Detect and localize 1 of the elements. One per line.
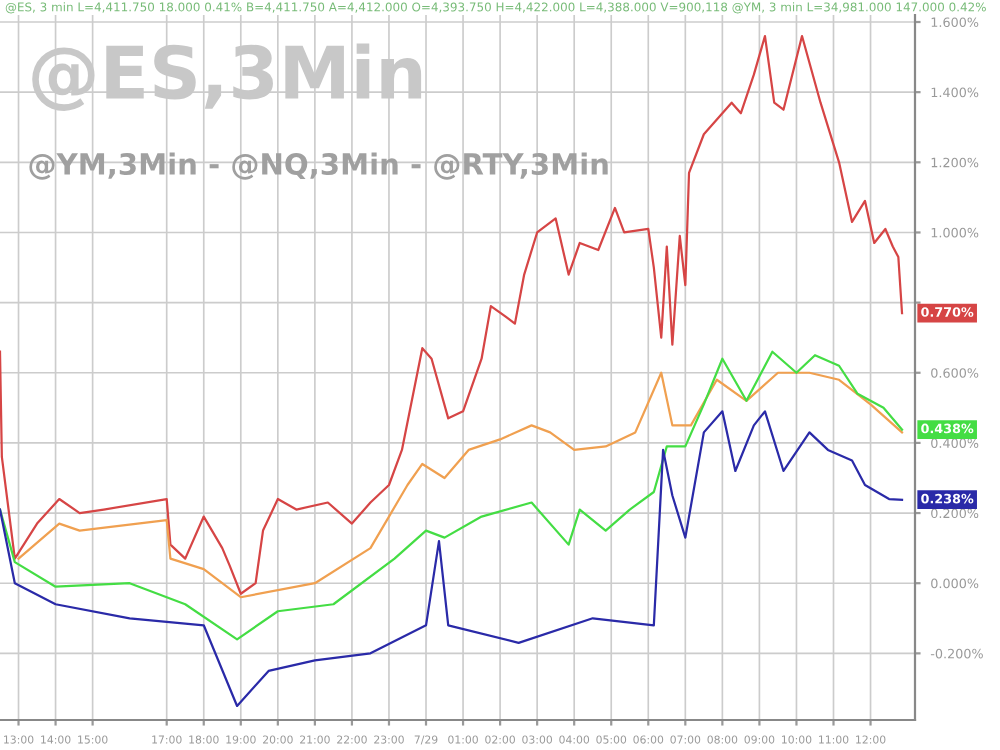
annotation: @YM,3Min - @NQ,3Min - @RTY,3Min: [29, 152, 608, 180]
